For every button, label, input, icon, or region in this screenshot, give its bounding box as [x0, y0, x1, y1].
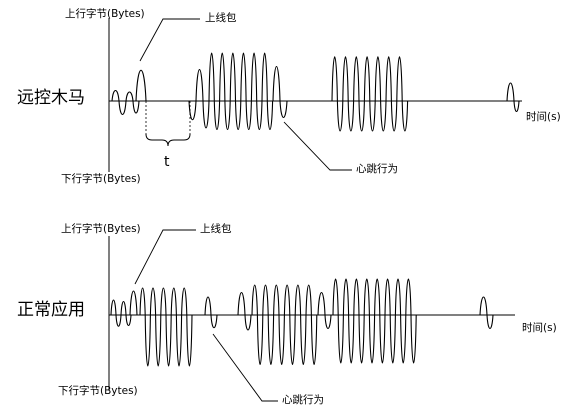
- top-upload-label: 上行字节(Bytes): [65, 8, 145, 20]
- bottom-title: 正常应用: [17, 300, 85, 320]
- top-heartbeat-annotation: 心跳行为: [356, 163, 398, 175]
- top-traffic-waveform: [111, 52, 520, 132]
- top-title: 远控木马: [17, 88, 85, 108]
- interval-label: t: [164, 154, 170, 170]
- bottom-traffic-waveform: [110, 278, 494, 367]
- top-packet-annotation: 上线包: [205, 12, 237, 24]
- top-download-label: 下行字节(Bytes): [61, 173, 141, 185]
- bottom-packet-annotation: 上线包: [200, 223, 232, 235]
- top-packet-leader: [139, 18, 200, 62]
- bottom-heartbeat-annotation: 心跳行为: [282, 394, 324, 406]
- top-time-label: 时间(s): [526, 111, 561, 123]
- top-heartbeat-leader: [283, 121, 352, 171]
- top-panel: [108, 18, 522, 172]
- interval-bracket: [145, 133, 191, 147]
- bottom-upload-label: 上行字节(Bytes): [61, 223, 141, 235]
- bottom-packet-leader: [134, 229, 196, 285]
- bottom-panel: [108, 229, 515, 402]
- bottom-heartbeat-leader: [212, 333, 278, 402]
- bottom-time-label: 时间(s): [522, 322, 557, 334]
- bottom-download-label: 下行字节(Bytes): [58, 385, 138, 397]
